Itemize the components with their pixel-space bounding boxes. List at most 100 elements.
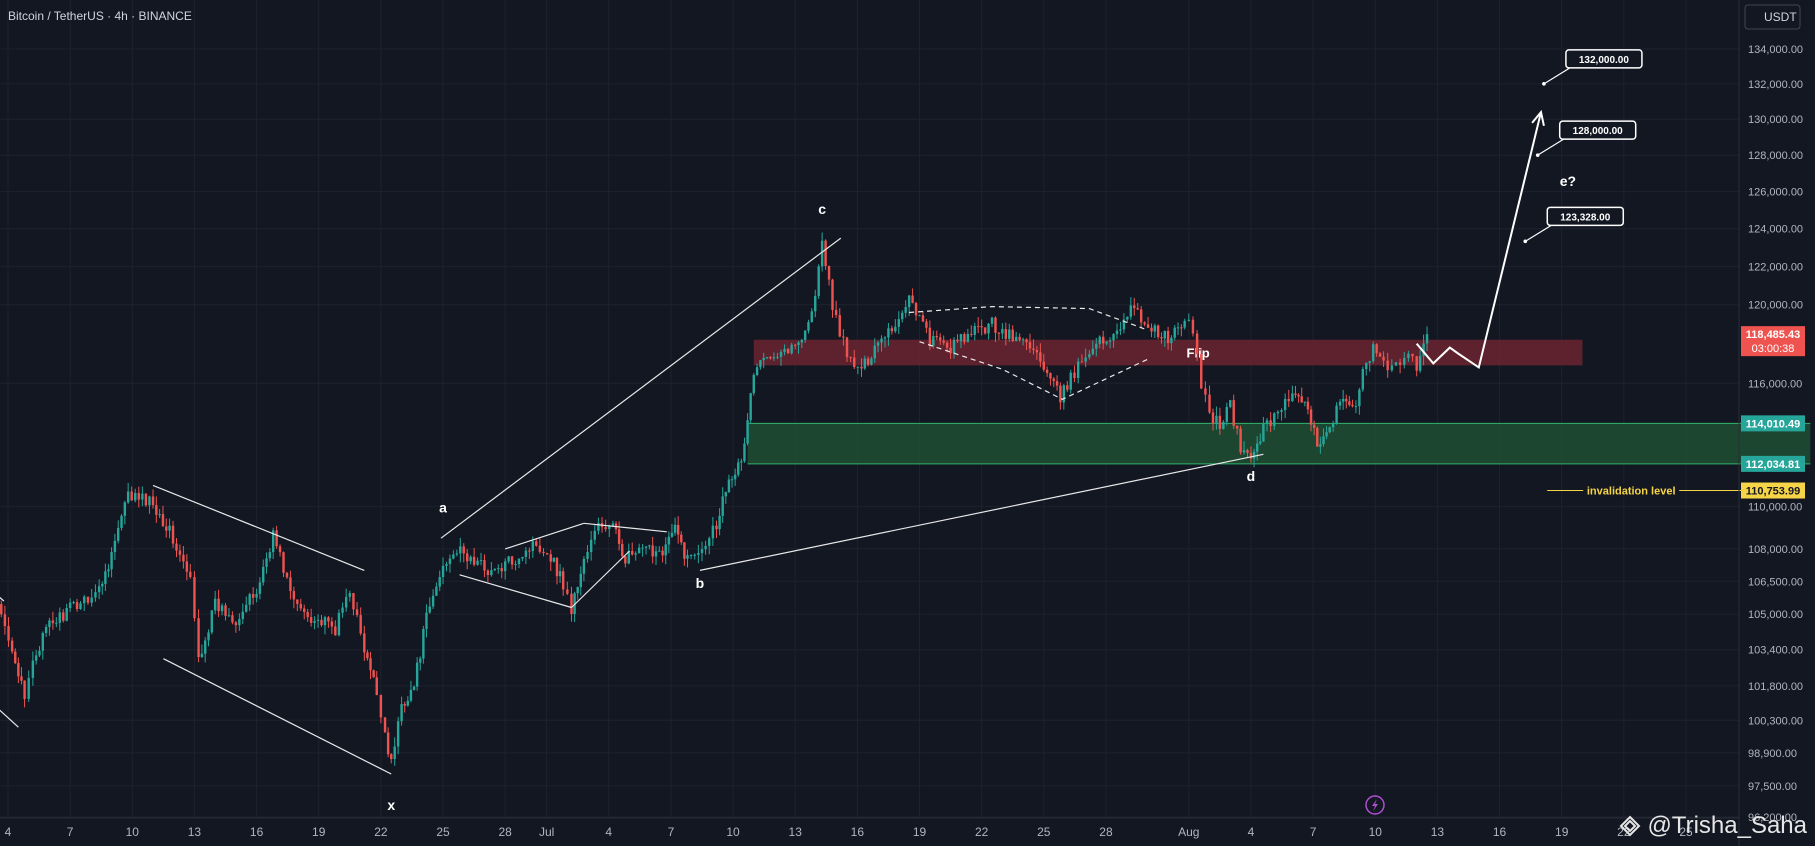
candle-body	[949, 347, 952, 354]
candle-body	[549, 554, 552, 562]
candle-body	[303, 608, 306, 612]
candle-body	[1014, 336, 1018, 342]
candle-body	[483, 560, 486, 571]
candle-body	[762, 357, 765, 361]
candle-body	[976, 326, 980, 328]
candle-body	[870, 358, 873, 365]
candle-body	[90, 597, 93, 603]
currency-button[interactable]	[1744, 4, 1801, 30]
candle-body	[576, 587, 579, 594]
x-tick-label: 7	[668, 825, 675, 839]
candle-body	[1018, 336, 1021, 340]
candle-body	[1163, 330, 1166, 339]
candle-body	[117, 527, 120, 541]
candle-body	[155, 505, 158, 515]
candle-body	[670, 532, 674, 537]
target-leader	[1537, 138, 1565, 156]
candle-body	[462, 546, 465, 554]
candle-body	[1368, 361, 1371, 363]
candle-body	[907, 295, 911, 308]
y-tick-label: 124,000.00	[1748, 224, 1803, 236]
candle-body	[727, 479, 731, 493]
candle-body	[545, 553, 549, 555]
candle-body	[1294, 393, 1297, 395]
candle-body	[555, 557, 559, 577]
x-tick-label: 19	[312, 825, 326, 839]
candle-body	[296, 599, 299, 604]
candle-body	[68, 602, 72, 609]
candle-body	[1052, 378, 1055, 382]
candle-body	[849, 357, 852, 359]
candle-body	[752, 374, 755, 394]
candle-body	[268, 552, 272, 559]
candle-body	[1183, 320, 1186, 328]
candle-body	[593, 530, 596, 540]
candle-body	[14, 651, 17, 664]
lightning-icon[interactable]	[1365, 795, 1385, 815]
candle-body	[3, 614, 7, 627]
candle-body	[966, 333, 970, 342]
candle-body	[890, 328, 894, 332]
candle-body	[1042, 361, 1046, 370]
candle-body	[248, 594, 251, 605]
candle-body	[1225, 406, 1229, 422]
x-tick-label: 13	[1431, 825, 1445, 839]
candle-body	[1101, 336, 1105, 344]
candle-body	[34, 655, 38, 661]
candle-body	[486, 570, 490, 576]
candle-body	[866, 358, 870, 365]
candle-body	[887, 328, 890, 338]
candle-body	[500, 568, 503, 572]
candle-body	[942, 340, 945, 343]
candle-body	[383, 717, 387, 733]
candle-body	[1354, 406, 1358, 408]
candle-body	[1232, 400, 1235, 426]
candle-body	[141, 493, 144, 500]
candle-body	[251, 594, 255, 598]
candle-body	[17, 663, 20, 677]
y-tick-label: 110,000.00	[1748, 501, 1802, 513]
candle-body	[510, 556, 514, 565]
candle-body	[1195, 333, 1199, 355]
candle-body	[1358, 389, 1361, 407]
candle-body	[1211, 412, 1215, 424]
candle-body	[1095, 343, 1098, 349]
candle-body	[1105, 341, 1108, 344]
candle-body	[939, 337, 942, 341]
grid	[0, 0, 1739, 818]
candle-body	[880, 338, 883, 343]
x-tick-label: 7	[1310, 825, 1317, 839]
candle-body	[749, 393, 752, 421]
candle-body	[1239, 428, 1242, 453]
candle-body	[552, 557, 556, 562]
candle-body	[330, 621, 334, 627]
candle-body	[579, 573, 583, 588]
candle-body	[876, 342, 880, 346]
candle-body	[224, 605, 227, 616]
x-tick-label: 22	[975, 825, 989, 839]
candle-body	[255, 593, 258, 598]
candle-body	[928, 327, 932, 347]
candle-body	[1187, 319, 1191, 321]
x-tick-label: 10	[1369, 825, 1383, 839]
candle-body	[959, 334, 963, 342]
candle-body	[807, 322, 810, 331]
triangle-dashed-line	[919, 341, 1148, 400]
candle-body	[1390, 365, 1394, 371]
candle-body	[641, 547, 644, 549]
wave-label: c	[818, 201, 826, 217]
candle-body	[746, 420, 749, 444]
candle-body	[455, 553, 459, 555]
candle-body	[148, 496, 151, 506]
candle-body	[386, 732, 390, 755]
candle-body	[97, 586, 101, 593]
candle-body	[973, 326, 976, 335]
trendline	[459, 574, 572, 609]
candle-body	[987, 323, 990, 334]
x-tick-label: 16	[851, 825, 865, 839]
candle-body	[1351, 404, 1354, 407]
candle-body	[1331, 423, 1335, 428]
candle-body	[1283, 398, 1287, 411]
